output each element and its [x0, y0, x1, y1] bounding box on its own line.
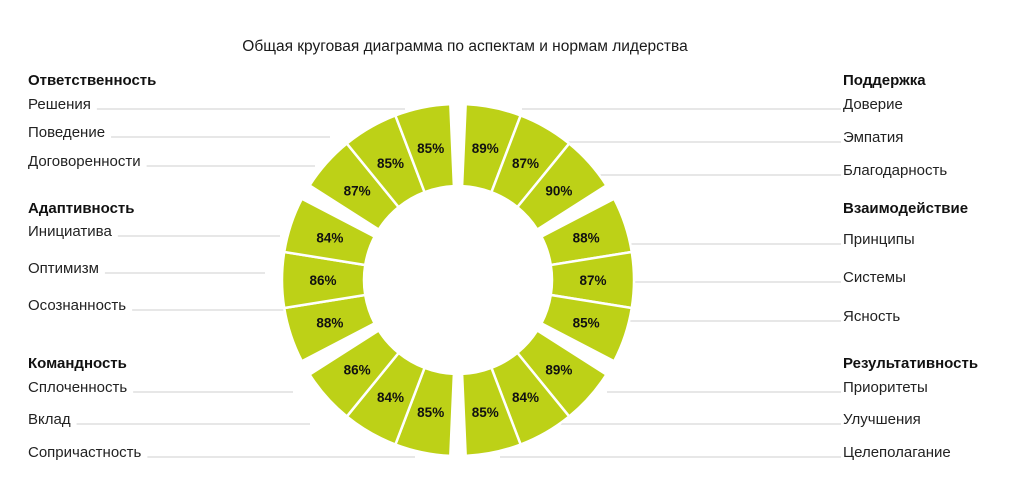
segment-value-label: 84%: [316, 231, 343, 246]
segment-value-label: 88%: [316, 315, 343, 330]
donut-segment: [393, 102, 456, 194]
segment-value-label: 85%: [417, 405, 444, 420]
chart-title: Общая круговая диаграмма по аспектам и н…: [242, 38, 688, 55]
segment-value-label: 85%: [417, 141, 444, 156]
item-label: Инициатива: [28, 223, 112, 240]
segment-value-label: 89%: [545, 363, 572, 378]
item-label: Принципы: [843, 231, 915, 248]
segment-value-label: 89%: [472, 141, 499, 156]
segment-value-label: 86%: [344, 363, 371, 378]
item-label: Системы: [843, 269, 906, 286]
segment-value-label: 84%: [512, 390, 539, 405]
item-label: Приоритеты: [843, 379, 928, 396]
item-label: Осознанность: [28, 297, 126, 314]
group-label: Командность: [28, 355, 127, 372]
donut-segment: [515, 141, 609, 232]
item-label: Целеполагание: [843, 444, 951, 461]
group-label: Результативность: [843, 355, 978, 372]
donut-segment: [282, 197, 377, 267]
segment-value-label: 88%: [573, 231, 600, 246]
item-label: Сопричастность: [28, 444, 142, 461]
donut-segment: [307, 328, 401, 419]
segment-value-label: 84%: [377, 390, 404, 405]
segment-value-label: 87%: [512, 156, 539, 171]
item-label: Благодарность: [843, 162, 947, 179]
segment-value-label: 86%: [309, 273, 336, 288]
group-label: Адаптивность: [28, 200, 134, 217]
item-label: Эмпатия: [843, 129, 903, 146]
group-label: Поддержка: [843, 72, 926, 89]
item-label: Улучшения: [843, 411, 921, 428]
item-label: Ясность: [843, 308, 900, 325]
item-label: Поведение: [28, 124, 105, 141]
item-label: Решения: [28, 96, 91, 113]
item-label: Оптимизм: [28, 260, 99, 277]
item-label: Сплоченность: [28, 379, 127, 396]
item-label: Договоренности: [28, 153, 141, 170]
item-label: Вклад: [28, 411, 71, 428]
segment-value-label: 85%: [472, 405, 499, 420]
segment-value-label: 85%: [377, 156, 404, 171]
group-label: Ответственность: [28, 72, 156, 89]
segment-value-label: 90%: [545, 183, 572, 198]
item-label: Доверие: [843, 96, 903, 113]
segment-value-label: 87%: [344, 183, 371, 198]
donut-segment: [539, 293, 634, 363]
segment-value-label: 87%: [579, 273, 606, 288]
group-label: Взаимодействие: [843, 200, 968, 217]
donut-segment: [460, 366, 523, 458]
segment-value-label: 85%: [573, 315, 600, 330]
